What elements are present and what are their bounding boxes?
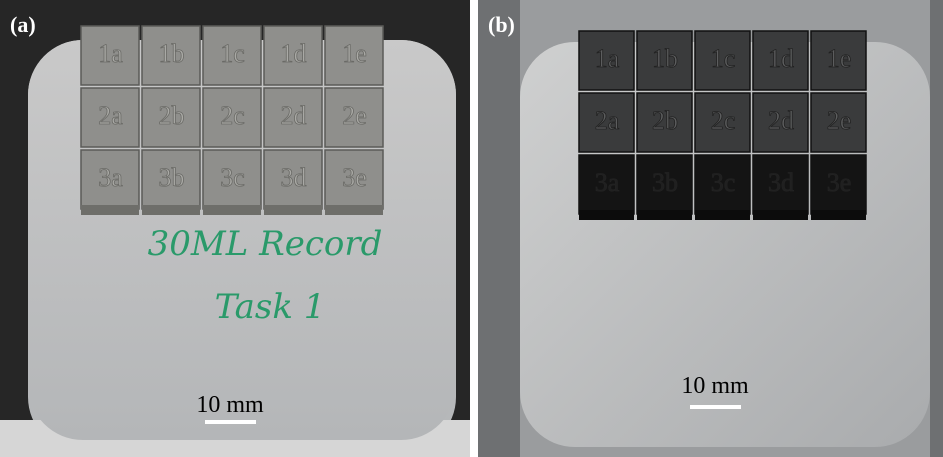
panel-b: 1a 1b 1c 1d 1e 2a 2b 2c 2d 2e 3a 3b 3c 3d 3e (b) 10 mm (478, 0, 943, 457)
cube-label: 2b (159, 101, 185, 130)
cube-label: 1c (711, 44, 736, 73)
cube-side (142, 205, 200, 215)
cube-label: 2a (98, 101, 123, 130)
cube-side (264, 205, 322, 215)
cube-label: 1d (281, 39, 307, 68)
cube-label: 2a (595, 106, 620, 135)
panel-label: (b) (488, 12, 515, 37)
cube-label: 1e (827, 44, 852, 73)
cube-side (637, 210, 692, 220)
cube-label: 3b (159, 163, 185, 192)
cube-label: 1e (342, 39, 367, 68)
cube-grid: 1a 1b 1c 1d 1e 2a 2b 2c 2d 2e 3a 3b 3c 3d 3e (81, 26, 383, 215)
cube-label: 1b (652, 44, 678, 73)
cube-label: 2e (827, 106, 852, 135)
cube-label: 3c (220, 163, 245, 192)
cube-label: 3e (342, 163, 367, 192)
cube-label: 2e (342, 101, 367, 130)
cube-label: 3c (711, 168, 736, 197)
page: 1a 1b 1c 1d 1e 2a 2b 2c 2d 2e 3a 3b 3c 3d 3e (a) 30ML … (0, 0, 943, 457)
cube-label: 1a (98, 39, 123, 68)
cube-grid: 1a 1b 1c 1d 1e 2a 2b 2c 2d 2e 3a 3b 3c 3d 3e (579, 31, 866, 220)
handwriting: 30ML Record (148, 224, 383, 264)
scale-label: 10 mm (196, 392, 264, 418)
cube-label: 2c (711, 106, 736, 135)
cube-label: 1a (595, 44, 620, 73)
cube-side (579, 210, 634, 220)
cube-label: 3a (595, 168, 620, 197)
panel-label: (a) (10, 12, 36, 37)
cube-label: 1b (159, 39, 185, 68)
cube-side (81, 205, 139, 215)
cube-label: 3d (768, 168, 794, 197)
cube-label: 2c (220, 101, 245, 130)
cube-label: 1c (220, 39, 245, 68)
cube-side (203, 205, 261, 215)
cube-label: 1d (768, 44, 794, 73)
cube-label: 3e (827, 168, 852, 197)
handwriting: Task 1 (215, 287, 326, 327)
panel-a: 1a 1b 1c 1d 1e 2a 2b 2c 2d 2e 3a 3b 3c 3d 3e (a) 30ML … (0, 0, 470, 457)
cube-side (325, 205, 383, 215)
cube-label: 2d (768, 106, 794, 135)
figure: 1a 1b 1c 1d 1e 2a 2b 2c 2d 2e 3a 3b 3c 3d 3e (a) 30ML … (0, 0, 943, 457)
cube-label: 2d (281, 101, 307, 130)
scale-label: 10 mm (681, 373, 749, 399)
cube-side (811, 210, 866, 220)
cube-label: 3a (98, 163, 123, 192)
cube-label: 3d (281, 163, 307, 192)
cube-side (753, 210, 808, 220)
cube-label: 3b (652, 168, 678, 197)
cube-label: 2b (652, 106, 678, 135)
cube-side (695, 210, 750, 220)
